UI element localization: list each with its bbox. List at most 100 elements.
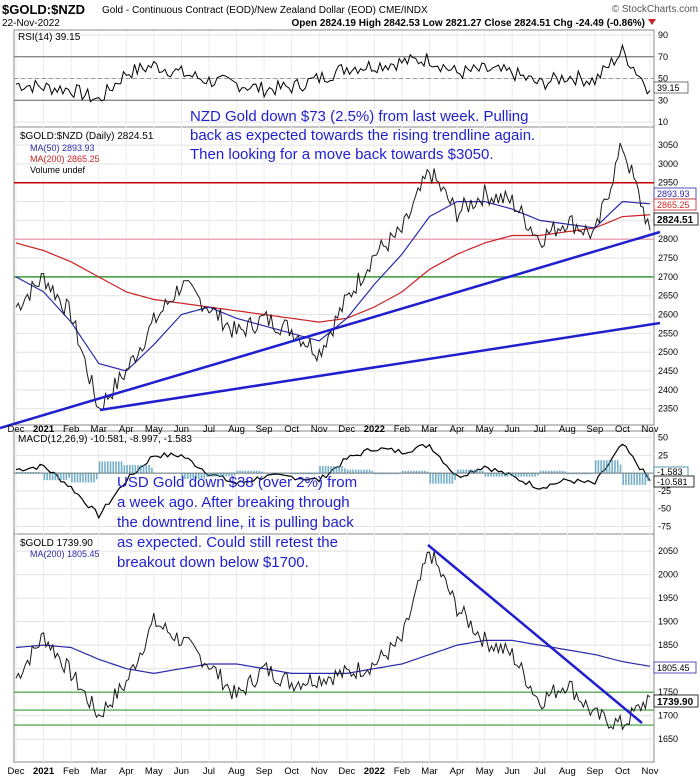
macd-histogram-bar (62, 473, 65, 481)
macd-histogram-bar (184, 473, 186, 479)
chart-description: Gold - Continuous Contract (EOD)/New Zea… (102, 5, 428, 16)
macd-histogram-bar (321, 466, 324, 474)
macd-histogram-bar (305, 473, 308, 475)
macd-histogram-bar (512, 473, 514, 477)
macd-histogram-bar (71, 473, 73, 483)
macd-histogram-bar (258, 470, 261, 474)
macd-histogram-bar (280, 473, 283, 474)
macd-histogram-bar (423, 470, 426, 474)
nzd-tick-label: 2600 (658, 310, 678, 320)
macd-histogram-bar (101, 461, 104, 474)
macd-histogram-bar (247, 470, 250, 474)
macd-histogram-bar (594, 460, 597, 474)
macd-histogram-bar (231, 473, 233, 477)
macd-histogram-bar (611, 460, 614, 474)
macd-histogram-bar (308, 473, 310, 475)
macd-histogram-bar (468, 469, 470, 474)
usd-price-line (15, 551, 651, 731)
macd-histogram-bar (82, 473, 84, 483)
macd-histogram-bar (440, 473, 443, 484)
month-label: May (145, 424, 163, 435)
macd-histogram-bar (211, 473, 214, 477)
macd-histogram-bar (341, 466, 343, 474)
macd-histogram-bar (570, 473, 572, 475)
macd-histogram-bar (371, 470, 374, 474)
month-label: Sep (586, 766, 603, 777)
macd-histogram-bar (219, 473, 222, 477)
macd-histogram-bar (104, 461, 106, 474)
month-label: Nov (642, 766, 659, 777)
macd-histogram-bar (95, 473, 98, 480)
macd-histogram-bar (16, 471, 18, 474)
macd-histogram-bar (244, 470, 247, 474)
macd-line-tag: -10.581 (657, 477, 688, 487)
macd-histogram-bar (156, 473, 159, 474)
macd-histogram-bar (465, 469, 467, 474)
month-label: Jul (534, 766, 546, 777)
macd-histogram-bar (186, 473, 189, 479)
macd-histogram-bar (366, 469, 368, 474)
rsi-line (15, 43, 651, 103)
macd-histogram-bar (233, 473, 236, 476)
month-label: Jun (174, 766, 189, 777)
month-label: Apr (450, 766, 465, 777)
macd-histogram-bar (151, 467, 153, 474)
month-label: 2022 (364, 424, 385, 435)
nzd-ma200-line (15, 214, 651, 323)
usd-price-panel (13, 533, 655, 763)
macd-histogram-bar (434, 473, 437, 484)
macd-histogram-bar (600, 460, 602, 474)
nzd-price-panel (13, 126, 655, 426)
macd-histogram-bar (35, 471, 37, 474)
macd-histogram-bar (462, 469, 465, 474)
macd-histogram-bar (206, 473, 208, 478)
macd-tick-label: 25 (658, 450, 668, 460)
usd-annotation-line-2: a week ago. After breaking through (117, 494, 350, 511)
macd-histogram-bar (426, 471, 429, 474)
macd-histogram-bar (476, 469, 478, 474)
usd-tick-label: 2000 (658, 570, 678, 580)
macd-histogram-bar (79, 473, 81, 483)
macd-histogram-bar (170, 473, 172, 474)
macd-tick-label: -50 (658, 504, 671, 514)
macd-histogram-bar (98, 461, 101, 474)
macd-histogram-bar (115, 461, 117, 474)
macd-histogram-bar (288, 473, 291, 474)
usd-annotation-line-5: breakout down below $1700. (117, 554, 309, 571)
macd-histogram-bar (338, 466, 341, 474)
macd-histogram-bar (470, 469, 473, 474)
support-resistance-lines (14, 181, 654, 726)
macd-histogram-bar (525, 473, 528, 477)
macd-histogram-bar (283, 473, 285, 474)
macd-histogram-bar (437, 473, 440, 484)
macd-histogram-bar (619, 464, 622, 474)
macd-histogram-bar (175, 473, 178, 474)
macd-histogram-bar (616, 460, 619, 474)
macd-histogram-bar (454, 473, 456, 481)
macd-histogram-bar (181, 473, 183, 479)
macd-histogram-bar (382, 473, 385, 475)
month-label: Jun (505, 766, 520, 777)
macd-histogram-bar (418, 470, 421, 474)
macd-histogram-bar (498, 473, 500, 477)
macd-histogram-bar (164, 473, 167, 474)
macd-histogram-bar (134, 464, 137, 474)
nzd-tick-label: 3050 (658, 140, 678, 150)
macd-histogram-bar (272, 473, 274, 474)
usd-tick-label: 1650 (658, 734, 678, 744)
macd-histogram-bar (76, 473, 79, 483)
macd-histogram-bar (129, 464, 131, 474)
nzd-annotation: NZD Gold down $73 (2.5%) from last week.… (190, 108, 535, 163)
stockcharts-copyright: © StockCharts.com (612, 4, 698, 15)
nzd-tick-label: 2650 (658, 291, 678, 301)
macd-histogram-bar (123, 465, 126, 474)
month-label: Nov (311, 424, 328, 435)
macd-histogram-bar (60, 473, 62, 481)
macd-histogram-bar (214, 473, 217, 477)
macd-tick-label: -25 (658, 486, 671, 496)
down-arrow-icon (648, 19, 656, 25)
usd-annotation-line-3: the downtrend line, it is pulling back (117, 514, 354, 531)
nzd-tick-label: 2350 (658, 404, 678, 414)
